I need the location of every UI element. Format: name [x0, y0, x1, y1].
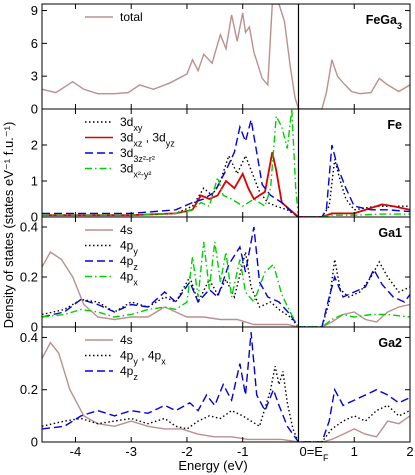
panel-title: Ga2: [378, 336, 402, 350]
y-tick-label: 0.4: [20, 330, 38, 345]
series-line-2-3: [42, 241, 410, 327]
series-line-3-2: [42, 332, 410, 442]
y-tick-label: 0: [31, 435, 38, 450]
panel-fega3: 0 3 6 9 FeGa3 total: [31, 3, 411, 117]
legend-entry: 3d3z²-r²: [120, 146, 155, 164]
panel-frame: [41, 108, 411, 218]
y-tick-label: 0.4: [20, 220, 38, 235]
legend-entry: 4s: [120, 223, 133, 237]
x-tick-label: -4: [70, 444, 82, 459]
y-tick-label: 6: [31, 36, 38, 51]
y-tick-label: 0: [31, 102, 38, 117]
series-line-1-3: [42, 109, 410, 217]
series-line-0-0: [42, 4, 410, 109]
legend-entry: 3dxy: [120, 115, 143, 133]
series-line-3-1: [42, 366, 410, 442]
y-tick-label: 9: [31, 3, 38, 18]
x-tick-label: 1: [351, 444, 358, 459]
legend-entry: 4py: [120, 239, 138, 257]
x-tick-label: -3: [125, 444, 137, 459]
legend-entry: 3dx²-y²: [120, 162, 151, 180]
legend-entry: 4pz: [120, 254, 138, 272]
x-tick-label: -1: [237, 444, 249, 459]
legend-entry: 4px: [120, 270, 138, 288]
y-tick-label: 0.2: [20, 382, 38, 397]
y-tick-label: 0: [31, 210, 38, 225]
y-tick-label: 2: [31, 138, 38, 153]
legend-entry: total: [120, 10, 143, 24]
y-axis-label: Density of states (states eV⁻¹ f.u.⁻¹): [1, 122, 16, 329]
panel-title: Ga1: [378, 226, 402, 240]
series-line-2-0: [42, 250, 410, 327]
legend-entry: 4pz: [120, 364, 138, 382]
x-axis: -4 -3 -2 -1 1 2 0=EF: [70, 444, 414, 463]
y-tick-label: 1: [31, 174, 38, 189]
series-line-1-1: [42, 152, 410, 217]
fermi-tick-label: 0=EF: [299, 444, 329, 463]
x-axis-label: Energy (eV): [178, 458, 247, 473]
x-tick-label: -2: [181, 444, 193, 459]
legend-entry: 4s: [120, 333, 133, 347]
legend-entry: 4py , 4px: [120, 349, 166, 367]
series-line-2-1: [42, 251, 410, 327]
y-tick-label: 0: [31, 320, 38, 335]
panel-frame: [41, 326, 411, 443]
x-tick-label: 2: [406, 444, 413, 459]
y-tick-label: 3: [31, 69, 38, 84]
panel-title: Fe: [387, 118, 402, 132]
series-line-1-2: [42, 119, 410, 217]
series-line-1-0: [42, 153, 410, 217]
legend-entry: 3dxz , 3dyz: [120, 131, 175, 149]
series-line-2-2: [42, 226, 410, 327]
series-line-3-0: [42, 341, 410, 442]
panel-title: FeGa3: [366, 13, 402, 31]
y-tick-label: 0.2: [20, 270, 38, 285]
